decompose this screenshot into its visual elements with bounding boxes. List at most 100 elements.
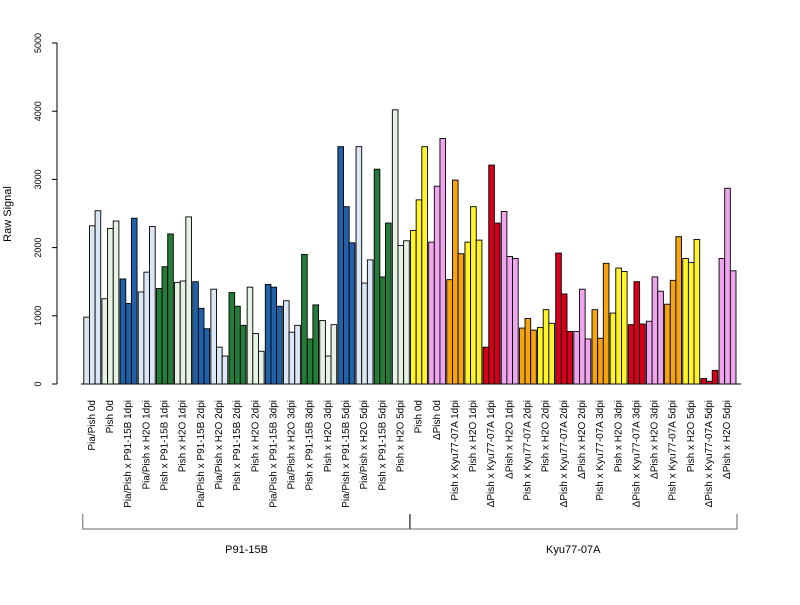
x-tick-label: ΔPish 0d	[432, 400, 443, 440]
bar	[239, 324, 247, 385]
bar	[646, 320, 653, 385]
bar	[500, 210, 508, 385]
bar	[192, 281, 199, 385]
bar	[470, 206, 477, 385]
bar	[283, 300, 290, 385]
bar	[560, 293, 568, 385]
bar	[530, 329, 537, 385]
bar	[651, 276, 659, 385]
x-tick-label: Pish x P91-15B 1dpi	[160, 400, 171, 491]
bar	[410, 230, 417, 385]
bar	[609, 312, 617, 385]
bar	[210, 288, 217, 385]
bar	[488, 164, 495, 385]
x-tick-label: Pish x H2O 1dpi	[468, 400, 479, 472]
x-tick-label: Pish 0d	[414, 400, 425, 433]
y-tick-label: 2000	[33, 238, 43, 258]
x-tick-label: Pish x Kyu77-07A 1dpi	[450, 400, 461, 501]
bar	[433, 185, 441, 385]
bar	[155, 288, 163, 385]
y-tick-label: 1000	[33, 306, 43, 326]
group-brackets: P91-15B Kyu77-07A	[82, 514, 738, 556]
bar	[161, 266, 169, 385]
x-tick-label: Pish x P91-15B 5dpi	[377, 400, 388, 491]
bar	[221, 355, 229, 385]
bar	[179, 280, 187, 385]
x-tick-label: ΔPish x Kyu77-07A 3dpi	[631, 400, 642, 507]
bar	[482, 346, 490, 385]
bar	[573, 331, 580, 385]
bar	[301, 253, 308, 385]
bar	[288, 331, 296, 385]
bar	[185, 216, 192, 385]
x-tick-label: Pia/Pish x H2O 3dpi	[287, 400, 298, 490]
x-tick-label: ΔPish x Kyu77-07A 2dpi	[559, 400, 570, 507]
bar	[366, 259, 374, 385]
bar	[706, 380, 713, 385]
x-tick-labels: Pia/Pish 0d Pish 0d Pia/Pish x P91-15B 1dp…	[87, 400, 733, 508]
bar	[439, 138, 447, 385]
y-tick-label: 0	[33, 381, 43, 386]
bar	[258, 350, 265, 385]
x-tick-label: Pish x Kyu77-07A 2dpi	[523, 400, 534, 501]
bar	[724, 187, 731, 385]
bar	[693, 238, 701, 385]
bar	[385, 222, 392, 385]
bar	[452, 179, 459, 385]
bar	[415, 199, 423, 385]
bar	[174, 281, 181, 385]
bar	[428, 241, 435, 385]
x-tick-label: ΔPish x Kyu77-07A 1dpi	[486, 400, 497, 507]
bar	[602, 262, 610, 385]
bar	[664, 303, 671, 385]
bar	[669, 279, 677, 385]
bar	[337, 146, 344, 385]
x-tick-label: ΔPish x H2O 1dpi	[504, 400, 515, 479]
x-tick-label: Pish x Kyu77-07A 3dpi	[595, 400, 606, 501]
y-tick-label: 5000	[33, 33, 43, 53]
bar	[524, 318, 532, 385]
bar	[348, 242, 356, 385]
x-tick-label: Pish x Kyu77-07A 5dpi	[668, 400, 679, 501]
x-tick-label: ΔPish x Kyu77-07A 5dpi	[704, 400, 715, 507]
bar	[597, 337, 604, 385]
group-label: P91-15B	[225, 544, 268, 556]
x-tick-label: Pia/Pish x P91-15B 3dpi	[268, 400, 279, 508]
bar	[729, 270, 737, 385]
bar	[203, 328, 211, 385]
bar	[130, 217, 138, 385]
x-tick-label: Pish x H2O 3dpi	[323, 400, 334, 472]
bar	[579, 288, 586, 385]
x-tick-label: Pish x H2O 2dpi	[541, 400, 552, 472]
bar	[294, 324, 301, 385]
bar	[197, 307, 205, 385]
bar	[264, 283, 272, 385]
x-tick-label: Pish x H2O 2dpi	[250, 400, 261, 472]
bar	[548, 322, 555, 385]
y-tick-label: 4000	[33, 101, 43, 121]
bar	[234, 305, 241, 385]
bar	[627, 324, 635, 385]
bar	[475, 239, 483, 385]
x-tick-label: Pia/Pish x P91-15B 2dpi	[196, 400, 207, 508]
bar	[246, 286, 254, 385]
bar	[343, 206, 350, 385]
y-tick-label: 3000	[33, 169, 43, 189]
x-tick-label: Pish x P91-15B 2dpi	[232, 400, 243, 491]
bar	[361, 282, 368, 385]
x-tick-label: ΔPish x H2O 5dpi	[722, 400, 733, 479]
bar	[506, 256, 513, 385]
bar	[112, 220, 120, 385]
bar	[83, 316, 90, 385]
bar	[403, 240, 410, 385]
bar	[167, 233, 174, 385]
group-bracket	[82, 514, 411, 530]
bar	[228, 292, 236, 385]
bar	[319, 320, 326, 385]
bar	[537, 326, 544, 385]
x-tick-label: Pia/Pish x P91-15B 1dpi	[123, 400, 134, 508]
bar	[555, 252, 562, 385]
bar	[391, 109, 399, 385]
bar	[125, 303, 132, 385]
